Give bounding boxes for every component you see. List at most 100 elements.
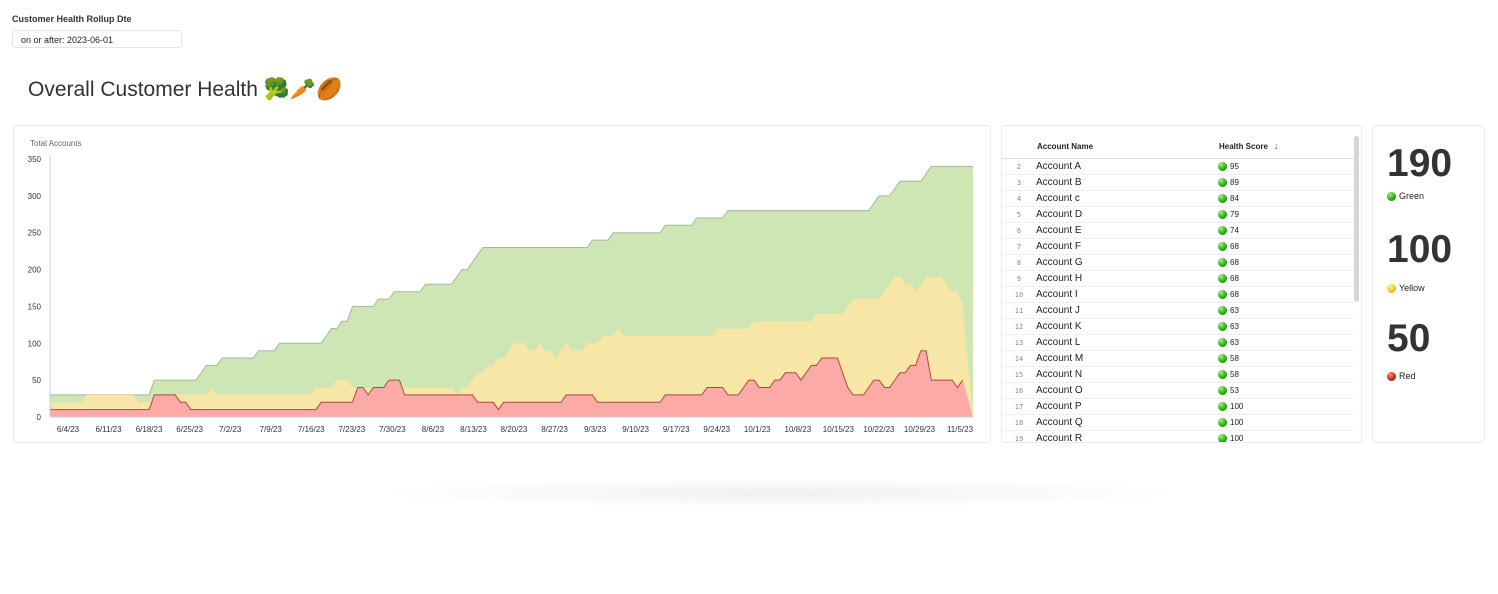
table-header-row: Account Name Health Score ↓ [1002, 134, 1354, 159]
table-row[interactable]: 12 Account K 63 [1002, 318, 1354, 335]
health-score-value: 58 [1230, 369, 1239, 379]
row-number: 19 [1002, 430, 1036, 442]
table-row[interactable]: 15 Account N 58 [1002, 366, 1354, 383]
table-row[interactable]: 6 Account E 74 [1002, 222, 1354, 239]
green-status-icon [1218, 386, 1227, 396]
health-score-cell: 63 [1218, 334, 1354, 351]
account-name-cell: Account H [1036, 270, 1218, 287]
table-row[interactable]: 8 Account G 68 [1002, 254, 1354, 271]
red-status-icon [1387, 372, 1396, 382]
table-row[interactable]: 13 Account L 63 [1002, 334, 1354, 351]
table-row[interactable]: 19 Account R 100 [1002, 430, 1354, 442]
row-number: 13 [1002, 334, 1036, 351]
x-tick-label: 7/16/23 [298, 425, 325, 434]
kpi-green-label-text: Green [1399, 191, 1425, 201]
account-name-cell: Account L [1036, 334, 1218, 351]
health-score-value: 68 [1230, 289, 1239, 299]
x-tick-label: 8/20/23 [501, 425, 528, 434]
row-number: 10 [1002, 286, 1036, 303]
table-row[interactable]: 3 Account B 89 [1002, 174, 1354, 191]
red-series-line [50, 350, 964, 411]
health-score-header[interactable]: Health Score ↓ [1218, 134, 1354, 159]
x-tick-label: 9/10/23 [622, 425, 649, 434]
table-row[interactable]: 14 Account M 58 [1002, 350, 1354, 367]
health-score-cell: 74 [1218, 222, 1354, 239]
row-number: 9 [1002, 270, 1036, 287]
row-number: 6 [1002, 222, 1036, 239]
green-status-icon [1218, 322, 1227, 332]
health-score-cell: 100 [1218, 398, 1354, 415]
table-scrollbar[interactable] [1354, 136, 1359, 302]
table-row[interactable]: 17 Account P 100 [1002, 398, 1354, 415]
table-row[interactable]: 10 Account I 68 [1002, 286, 1354, 303]
table-row[interactable]: 2 Account A 95 [1002, 158, 1354, 175]
x-tick-label: 10/8/23 [784, 425, 811, 434]
y-tick-label: 250 [28, 229, 42, 238]
account-name-cell: Account K [1036, 318, 1218, 335]
account-name-cell: Account G [1036, 254, 1218, 271]
table-row[interactable]: 7 Account F 68 [1002, 238, 1354, 255]
account-name-cell: Account M [1036, 350, 1218, 367]
x-tick-label: 8/13/23 [460, 425, 487, 434]
health-score-value: 68 [1230, 241, 1239, 251]
health-score-cell: 100 [1218, 430, 1354, 442]
kpi-green-label: Green [1387, 191, 1452, 202]
table-row[interactable]: 4 Account c 84 [1002, 190, 1354, 207]
x-tick-label: 10/22/23 [863, 425, 895, 434]
date-filter-input[interactable]: on or after: 2023-06-01 [12, 30, 182, 48]
table-row[interactable]: 18 Account Q 100 [1002, 414, 1354, 431]
health-score-cell: 100 [1218, 414, 1354, 431]
account-name-header[interactable]: Account Name [1036, 134, 1218, 159]
y-tick-label: 0 [37, 413, 42, 422]
health-score-value: 63 [1230, 337, 1239, 347]
x-tick-label: 9/24/23 [703, 425, 730, 434]
health-score-value: 100 [1230, 401, 1244, 411]
sort-descending-icon[interactable]: ↓ [1273, 141, 1279, 151]
table-row[interactable]: 16 Account O 53 [1002, 382, 1354, 399]
x-tick-label: 7/2/23 [219, 425, 242, 434]
x-tick-label: 6/18/23 [136, 425, 163, 434]
account-name-cell: Account A [1036, 158, 1218, 175]
row-number: 11 [1002, 302, 1036, 319]
x-tick-label: 7/30/23 [379, 425, 406, 434]
x-tick-label: 9/3/23 [584, 425, 607, 434]
green-status-icon [1218, 178, 1227, 188]
row-number: 2 [1002, 158, 1036, 175]
row-number: 8 [1002, 254, 1036, 271]
kpi-yellow-value: 100 [1387, 228, 1453, 271]
table-row[interactable]: 11 Account J 63 [1002, 302, 1354, 319]
green-status-icon [1218, 290, 1227, 300]
table-row[interactable]: 5 Account D 79 [1002, 206, 1354, 223]
health-score-cell: 79 [1218, 206, 1354, 223]
health-score-value: 79 [1230, 209, 1239, 219]
health-score-cell: 84 [1218, 190, 1354, 207]
account-name-cell: Account O [1036, 382, 1218, 399]
health-score-value: 63 [1230, 321, 1239, 331]
kpi-red: 50 Red [1387, 319, 1430, 382]
accounts-table: Account Name Health Score ↓ 2 Account A 95 3… [1002, 134, 1354, 442]
x-tick-label: 8/6/23 [422, 425, 445, 434]
row-number-header [1002, 134, 1036, 159]
y-tick-label: 300 [28, 192, 42, 201]
row-number: 4 [1002, 190, 1036, 207]
table-row[interactable]: 9 Account H 68 [1002, 270, 1354, 287]
account-name-cell: Account D [1036, 206, 1218, 223]
account-name-header-label: Account Name [1037, 141, 1094, 151]
x-tick-label: 11/5/23 [947, 425, 974, 434]
health-score-cell: 63 [1218, 302, 1354, 319]
green-status-icon [1218, 354, 1227, 364]
green-status-icon [1218, 274, 1227, 284]
x-tick-label: 10/15/23 [823, 425, 855, 434]
green-status-icon [1218, 258, 1227, 268]
accounts-table-card: Account Name Health Score ↓ 2 Account A 95 3… [1001, 125, 1362, 443]
green-status-icon [1218, 402, 1227, 412]
row-number: 3 [1002, 174, 1036, 191]
row-number: 5 [1002, 206, 1036, 223]
green-status-icon [1218, 194, 1227, 204]
green-status-icon [1218, 370, 1227, 380]
yellow-status-icon [1387, 284, 1396, 294]
account-name-cell: Account I [1036, 286, 1218, 303]
row-number: 14 [1002, 350, 1036, 367]
x-tick-label: 6/25/23 [176, 425, 203, 434]
x-tick-label: 9/17/23 [663, 425, 690, 434]
